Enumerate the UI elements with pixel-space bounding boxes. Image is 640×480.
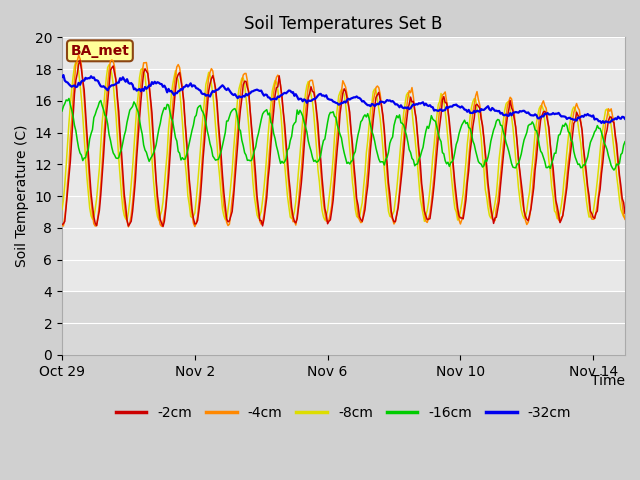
Text: Time: Time: [591, 374, 625, 388]
Text: BA_met: BA_met: [70, 44, 129, 58]
Title: Soil Temperatures Set B: Soil Temperatures Set B: [244, 15, 443, 33]
Bar: [62, 291, 625, 355]
Y-axis label: Soil Temperature (C): Soil Temperature (C): [15, 125, 29, 267]
Legend: -2cm, -4cm, -8cm, -16cm, -32cm: -2cm, -4cm, -8cm, -16cm, -32cm: [110, 400, 577, 425]
